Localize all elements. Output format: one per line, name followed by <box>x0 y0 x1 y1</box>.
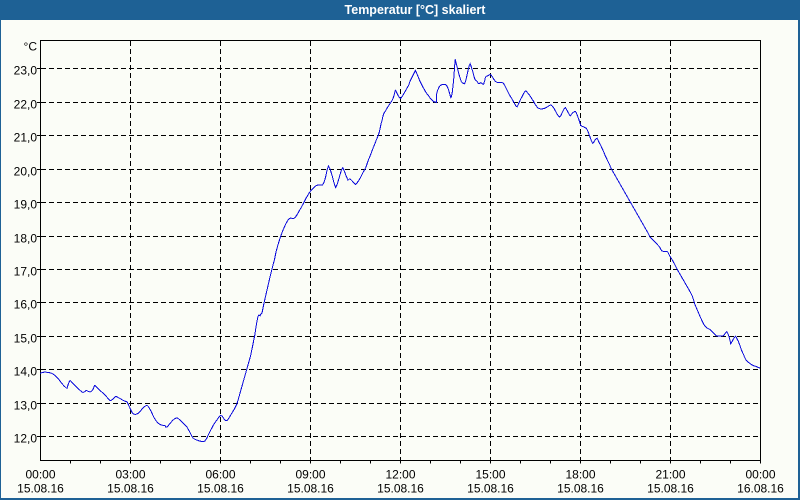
svg-text:15:00: 15:00 <box>475 468 505 482</box>
svg-text:15,0: 15,0 <box>14 332 38 346</box>
svg-text:15.08.16: 15.08.16 <box>17 482 64 496</box>
svg-text:15.08.16: 15.08.16 <box>287 482 334 496</box>
svg-text:°C: °C <box>24 40 38 54</box>
svg-text:15.08.16: 15.08.16 <box>377 482 424 496</box>
svg-text:16,0: 16,0 <box>14 298 38 312</box>
svg-text:15.08.16: 15.08.16 <box>197 482 244 496</box>
svg-text:00:00: 00:00 <box>745 468 775 482</box>
svg-text:22,0: 22,0 <box>14 98 38 112</box>
svg-text:17,0: 17,0 <box>14 265 38 279</box>
svg-text:15.08.16: 15.08.16 <box>107 482 154 496</box>
svg-text:15.08.16: 15.08.16 <box>467 482 514 496</box>
svg-text:19,0: 19,0 <box>14 198 38 212</box>
svg-text:15.08.16: 15.08.16 <box>647 482 694 496</box>
svg-text:13,0: 13,0 <box>14 399 38 413</box>
svg-text:21:00: 21:00 <box>655 468 685 482</box>
svg-text:18:00: 18:00 <box>565 468 595 482</box>
svg-text:12,0: 12,0 <box>14 432 38 446</box>
svg-text:Temperatur [°C] skaliert: Temperatur [°C] skaliert <box>345 3 487 17</box>
svg-text:06:00: 06:00 <box>205 468 235 482</box>
svg-text:20,0: 20,0 <box>14 165 38 179</box>
svg-text:15.08.16: 15.08.16 <box>557 482 604 496</box>
svg-text:23,0: 23,0 <box>14 64 38 78</box>
svg-text:12:00: 12:00 <box>385 468 415 482</box>
svg-text:18,0: 18,0 <box>14 232 38 246</box>
svg-text:00:00: 00:00 <box>25 468 55 482</box>
svg-text:09:00: 09:00 <box>295 468 325 482</box>
svg-text:14,0: 14,0 <box>14 365 38 379</box>
svg-text:03:00: 03:00 <box>115 468 145 482</box>
svg-text:21,0: 21,0 <box>14 131 38 145</box>
svg-text:16.08.16: 16.08.16 <box>737 482 784 496</box>
